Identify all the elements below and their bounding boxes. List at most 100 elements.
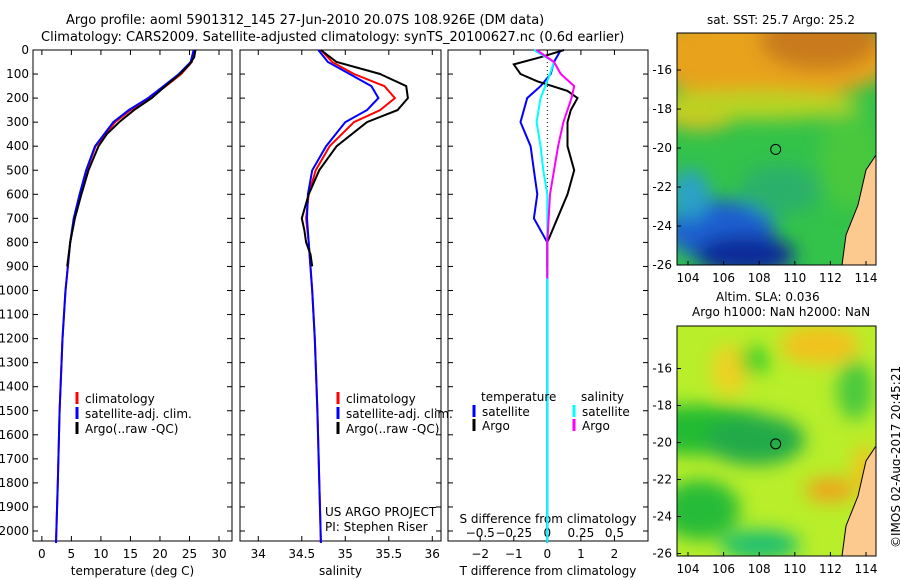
map-field-blob bbox=[780, 326, 860, 365]
x2-tick-label: 0.5 bbox=[605, 526, 624, 540]
map-field-blob bbox=[677, 170, 710, 220]
legend-label: satellite-adj. clim. bbox=[346, 407, 453, 421]
y-tick-label: 1900 bbox=[0, 500, 29, 514]
y-tick-label: 100 bbox=[6, 67, 29, 81]
x-tick-label: 20 bbox=[152, 547, 167, 561]
y-tick-label: 1800 bbox=[0, 476, 29, 490]
map-field-blob bbox=[740, 165, 820, 215]
lon-tick-label: 110 bbox=[783, 562, 806, 576]
title-line-2: Climatology: CARS2009. Satellite-adjuste… bbox=[41, 30, 625, 45]
map-field-blob bbox=[805, 478, 855, 502]
series-climatology bbox=[55, 49, 196, 544]
x-tick-label: −2 bbox=[471, 547, 489, 561]
y-tick-label: 1200 bbox=[0, 332, 29, 346]
lon-tick-label: 108 bbox=[748, 271, 771, 285]
y-tick-label: 1600 bbox=[0, 428, 29, 442]
lat-tick-label: -22 bbox=[652, 180, 672, 194]
legend-title-salinity: salinity bbox=[581, 390, 624, 404]
y-tick-label: 2000 bbox=[0, 524, 29, 538]
series-t-satellite bbox=[519, 49, 562, 543]
x2-tick-label: −0.5 bbox=[466, 526, 495, 540]
project-label: US ARGO PROJECT bbox=[325, 505, 437, 519]
map-field-blob bbox=[677, 90, 860, 120]
x-tick-label: 30 bbox=[211, 547, 226, 561]
salinity-profile-frame bbox=[239, 49, 442, 542]
profile-location-marker bbox=[770, 143, 782, 155]
map-frame bbox=[676, 325, 877, 557]
x2-tick-label: 0.25 bbox=[568, 526, 595, 540]
lon-tick-label: 104 bbox=[677, 562, 700, 576]
map-field-blob bbox=[712, 345, 748, 395]
x-axis-label: temperature (deg C) bbox=[71, 564, 194, 578]
y-tick-label: 1700 bbox=[0, 452, 29, 466]
lat-tick-label: -20 bbox=[652, 436, 672, 450]
y-tick-label: 700 bbox=[6, 211, 29, 225]
x-tick-label: 15 bbox=[123, 547, 138, 561]
coastline-land bbox=[841, 445, 876, 556]
x-tick-label: 36 bbox=[425, 547, 440, 561]
lat-tick-label: -18 bbox=[652, 102, 672, 116]
map-field-blob bbox=[720, 530, 800, 556]
y-tick-label: 1400 bbox=[0, 380, 29, 394]
map-field-blob bbox=[837, 360, 873, 420]
lon-tick-label: 114 bbox=[855, 562, 878, 576]
coastline-land bbox=[841, 154, 876, 265]
legend-label: Argo bbox=[582, 419, 610, 433]
series-s-satellite bbox=[533, 49, 556, 543]
profile-location-marker bbox=[770, 438, 782, 450]
map-field-blob bbox=[677, 480, 740, 540]
y-tick-label: 1500 bbox=[0, 404, 29, 418]
y-tick-label: 800 bbox=[6, 235, 29, 249]
series-s-argo bbox=[536, 49, 576, 279]
y-tick-label: 900 bbox=[6, 259, 29, 273]
x-axis-label: salinity bbox=[319, 564, 362, 578]
x-axis-label: T difference from climatology bbox=[459, 564, 637, 578]
legend-label: climatology bbox=[85, 392, 155, 406]
lat-tick-label: -20 bbox=[652, 141, 672, 155]
series-satellite-adj-clim- bbox=[305, 49, 380, 544]
x-tick-label: −1 bbox=[505, 547, 523, 561]
x-tick-label: 5 bbox=[68, 547, 76, 561]
legend-label: satellite-adj. clim. bbox=[85, 407, 192, 421]
sla-map-title-1: Altim. SLA: 0.036 bbox=[716, 290, 820, 304]
legend-title-temperature: temperature bbox=[481, 390, 556, 404]
series-argo-raw-qc- bbox=[300, 49, 409, 267]
lat-tick-label: -22 bbox=[652, 473, 672, 487]
y-tick-label: 1300 bbox=[0, 356, 29, 370]
map-field-blob bbox=[740, 346, 770, 374]
series-t-argo bbox=[512, 49, 579, 267]
lon-tick-label: 110 bbox=[783, 271, 806, 285]
x-tick-label: 1 bbox=[577, 547, 585, 561]
lat-tick-label: -18 bbox=[652, 399, 672, 413]
lon-tick-label: 114 bbox=[855, 271, 878, 285]
lat-tick-label: -24 bbox=[652, 510, 672, 524]
y-tick-label: 200 bbox=[6, 91, 29, 105]
map-field bbox=[677, 33, 876, 265]
map-field-blob bbox=[760, 33, 876, 70]
series-satellite-adj-clim- bbox=[55, 49, 195, 544]
x-tick-label: 25 bbox=[182, 547, 197, 561]
legend-label: climatology bbox=[346, 392, 416, 406]
lat-tick-label: -24 bbox=[652, 219, 672, 233]
lon-tick-label: 112 bbox=[819, 562, 842, 576]
sla-map-title-2: Argo h1000: NaN h2000: NaN bbox=[692, 305, 871, 319]
temperature-profile-frame bbox=[32, 49, 233, 542]
lat-tick-label: -16 bbox=[652, 362, 672, 376]
lon-tick-label: 112 bbox=[819, 271, 842, 285]
map-field-blob bbox=[705, 415, 805, 465]
y-tick-label: 0 bbox=[21, 43, 29, 57]
lon-tick-label: 108 bbox=[748, 562, 771, 576]
map-frame bbox=[676, 32, 877, 266]
lat-tick-label: -26 bbox=[652, 258, 672, 272]
legend-label: Argo(..raw -QC) bbox=[85, 422, 178, 436]
y-tick-label: 500 bbox=[6, 163, 29, 177]
y-tick-label: 600 bbox=[6, 187, 29, 201]
imos-credit: ©IMOS 02-Aug-2017 20:45:21 bbox=[889, 365, 900, 548]
x-tick-label: 2 bbox=[611, 547, 619, 561]
x-tick-label: 10 bbox=[93, 547, 108, 561]
lon-tick-label: 104 bbox=[677, 271, 700, 285]
sla-map bbox=[677, 326, 876, 556]
y-tick-label: 1000 bbox=[0, 284, 29, 298]
